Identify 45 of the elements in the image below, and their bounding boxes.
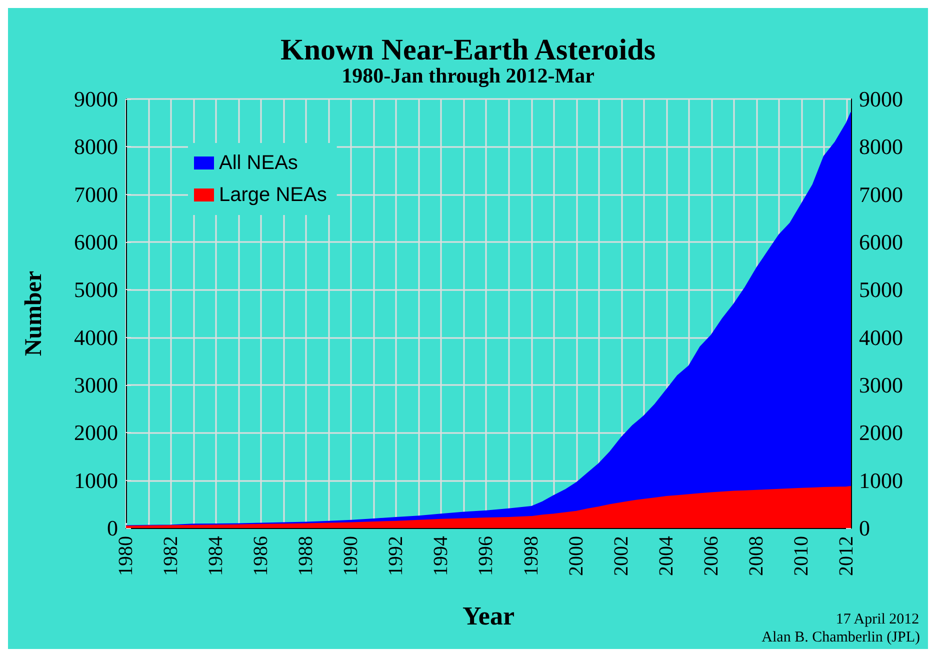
text: 17 April 2012 bbox=[836, 612, 920, 628]
y-tick-label: 6000 bbox=[74, 230, 118, 254]
x-tick-label: 2012 bbox=[835, 536, 858, 576]
y-tick-label: 5000 bbox=[74, 277, 118, 302]
x-tick-label: 1988 bbox=[295, 536, 318, 576]
y2-tick-label: 4000 bbox=[859, 324, 903, 350]
x-tick-label: 2002 bbox=[610, 536, 632, 576]
y2-tick-label: 2000 bbox=[859, 420, 903, 446]
x-tick-label: 1990 bbox=[340, 536, 362, 576]
chart-subtitle: 1980-Jan through 2012-Mar bbox=[342, 64, 594, 88]
y-axis-title: Number bbox=[21, 270, 47, 356]
x-tick-label: 1986 bbox=[250, 536, 272, 576]
x-tick-label: 1994 bbox=[430, 536, 452, 576]
x-tick-label: 1998 bbox=[520, 536, 542, 576]
y-tick-label: 3000 bbox=[74, 372, 118, 398]
y2-tick-label: 5000 bbox=[859, 277, 903, 302]
y2-tick-label: 9000 bbox=[859, 86, 903, 112]
y2-tick-label: 7000 bbox=[859, 182, 903, 207]
y2-tick-label: 0 bbox=[859, 516, 870, 540]
x-tick-label: 1980 bbox=[115, 536, 137, 576]
y2-tick-label: 6000 bbox=[859, 230, 903, 254]
legend-label: All NEAs bbox=[219, 152, 298, 174]
x-tick-label: 1984 bbox=[205, 536, 228, 576]
y-tick-label: 4000 bbox=[74, 324, 118, 350]
y-tick-label: 2000 bbox=[74, 420, 118, 446]
y-tick-label: 7000 bbox=[74, 182, 118, 207]
y2-tick-label: 8000 bbox=[859, 134, 903, 160]
y-tick-label: 1000 bbox=[74, 468, 118, 493]
x-tick-label: 2010 bbox=[790, 536, 812, 576]
x-tick-label: 2000 bbox=[565, 536, 588, 576]
y-tick-label: 0 bbox=[107, 516, 118, 540]
y2-tick-label: 3000 bbox=[859, 372, 903, 398]
y-tick-label: 8000 bbox=[74, 134, 118, 160]
legend-label: Large NEAs bbox=[219, 184, 327, 206]
x-tick-label: 1992 bbox=[385, 536, 408, 576]
x-axis-title: Year bbox=[462, 602, 514, 630]
y-tick-label: 9000 bbox=[74, 86, 118, 112]
text: Alan B. Chamberlin (JPL) bbox=[762, 630, 920, 646]
x-tick-label: 2004 bbox=[655, 536, 678, 576]
x-tick-label: 1996 bbox=[475, 536, 498, 576]
chart-title: Known Near-Earth Asteroids bbox=[280, 34, 656, 66]
x-tick-label: 2008 bbox=[745, 536, 768, 576]
x-tick-label: 2006 bbox=[700, 536, 722, 576]
y2-tick-label: 1000 bbox=[859, 468, 903, 493]
x-tick-label: 1982 bbox=[160, 536, 182, 576]
